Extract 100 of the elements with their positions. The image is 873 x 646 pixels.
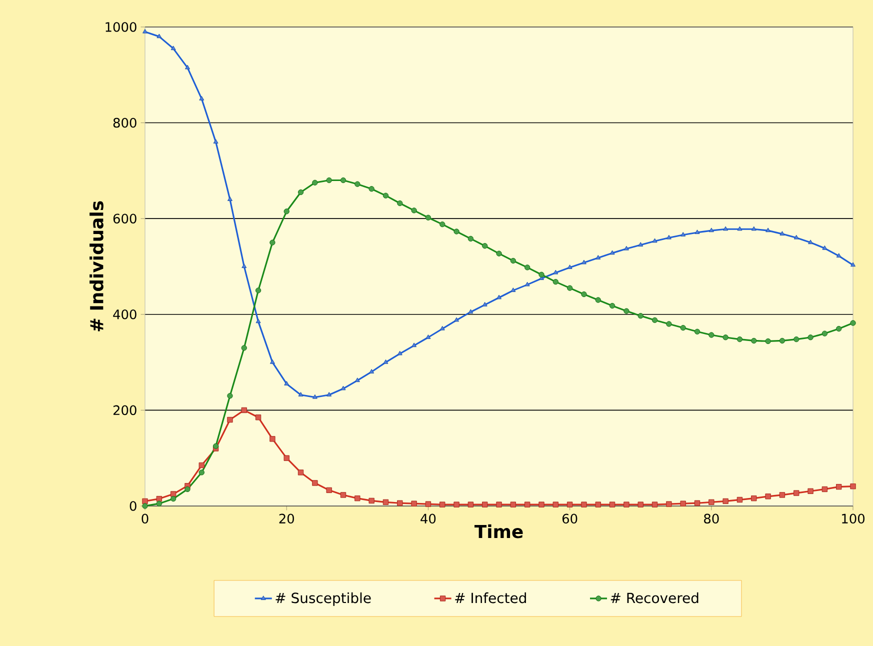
point xyxy=(680,232,686,236)
point xyxy=(270,359,275,364)
point xyxy=(680,500,686,506)
y-tick-label: 600 xyxy=(113,214,136,224)
point xyxy=(170,46,176,50)
point xyxy=(850,484,856,490)
point xyxy=(454,502,460,508)
y-tick-label: 800 xyxy=(113,118,136,128)
point xyxy=(694,500,700,506)
point xyxy=(383,359,388,364)
point xyxy=(213,139,218,144)
point xyxy=(836,326,842,332)
point xyxy=(326,177,332,184)
point xyxy=(722,334,728,340)
point xyxy=(354,181,360,187)
point xyxy=(227,196,232,201)
point xyxy=(596,255,601,260)
point xyxy=(298,470,304,476)
point xyxy=(482,302,488,306)
point xyxy=(680,324,686,331)
point xyxy=(198,470,204,476)
point xyxy=(595,502,601,508)
point xyxy=(581,502,587,508)
point xyxy=(538,272,544,278)
point xyxy=(142,503,148,509)
point xyxy=(624,502,630,508)
point xyxy=(808,334,814,340)
point xyxy=(822,245,828,250)
point xyxy=(496,250,502,256)
point xyxy=(510,258,516,264)
point xyxy=(510,502,516,508)
point xyxy=(496,502,502,508)
point xyxy=(382,192,389,198)
point xyxy=(595,297,601,303)
point xyxy=(638,242,644,246)
point xyxy=(652,317,658,323)
point xyxy=(397,500,403,506)
point xyxy=(454,228,460,234)
point xyxy=(779,338,786,344)
point xyxy=(566,285,573,291)
point xyxy=(794,336,800,342)
point xyxy=(708,228,714,232)
point xyxy=(666,321,672,327)
point xyxy=(723,226,728,231)
point xyxy=(425,501,432,507)
x-tick-label: 80 xyxy=(704,514,719,524)
point xyxy=(610,250,615,255)
point xyxy=(666,501,672,507)
point xyxy=(652,502,658,508)
legend-label: # Recovered xyxy=(610,592,698,604)
point xyxy=(794,234,799,240)
point xyxy=(184,64,190,70)
point xyxy=(468,236,474,242)
point xyxy=(751,495,757,502)
point xyxy=(440,326,445,330)
point xyxy=(765,338,771,344)
point xyxy=(581,260,586,264)
x-tick-label: 0 xyxy=(142,514,148,524)
point xyxy=(751,226,756,231)
point xyxy=(566,502,573,508)
point xyxy=(284,455,290,461)
y-tick-label: 0 xyxy=(130,501,136,511)
point xyxy=(368,498,374,504)
point xyxy=(397,200,403,206)
point xyxy=(326,487,332,494)
point xyxy=(694,328,700,334)
point xyxy=(368,186,374,192)
point xyxy=(567,264,572,269)
point xyxy=(255,414,262,420)
point xyxy=(624,246,629,250)
point xyxy=(552,502,558,508)
point xyxy=(412,342,417,348)
point xyxy=(312,180,318,186)
point xyxy=(808,240,814,244)
point xyxy=(170,491,176,497)
point xyxy=(270,436,276,442)
point xyxy=(850,262,856,267)
point xyxy=(284,381,290,386)
point xyxy=(822,330,828,336)
x-tick-label: 40 xyxy=(420,514,436,524)
point xyxy=(156,500,162,506)
point xyxy=(836,253,842,258)
point xyxy=(270,240,276,246)
point xyxy=(198,462,204,468)
point xyxy=(340,492,346,498)
x-axis-title: Time xyxy=(474,524,523,538)
point xyxy=(736,336,743,342)
point xyxy=(340,177,346,184)
point xyxy=(552,278,558,285)
point xyxy=(524,264,530,270)
point xyxy=(255,288,262,294)
point xyxy=(780,231,785,236)
point xyxy=(751,338,757,344)
x-tick-label: 100 xyxy=(842,514,864,524)
point xyxy=(496,294,502,300)
point xyxy=(736,496,743,503)
point xyxy=(284,208,290,214)
legend-label: # Susceptible xyxy=(276,592,371,606)
point xyxy=(312,394,318,399)
point xyxy=(638,312,644,319)
